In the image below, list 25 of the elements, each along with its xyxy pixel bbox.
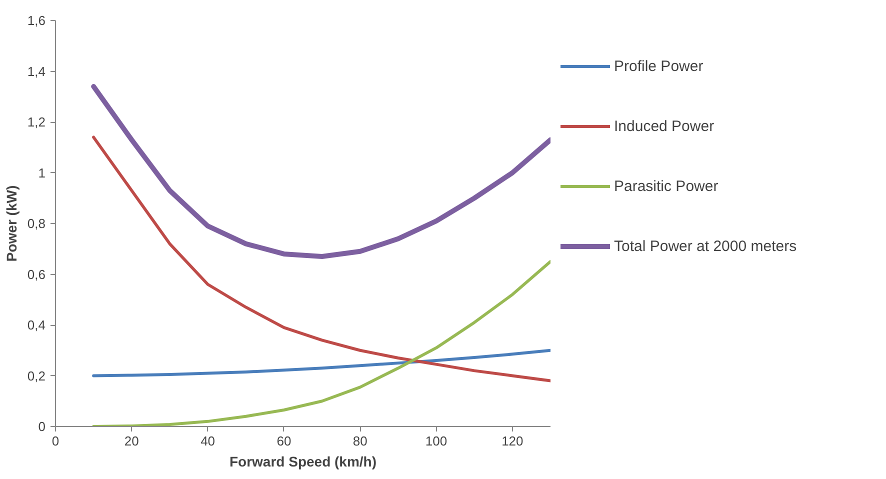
x-tick-label: 120 — [502, 434, 524, 448]
line-series — [92, 348, 550, 378]
y-tick-label: 1,4 — [27, 64, 46, 79]
y-tick-label: 1,6 — [27, 13, 46, 28]
x-tick-label: 100 — [425, 434, 448, 448]
line-series — [92, 260, 550, 426]
line-series — [92, 136, 550, 382]
x-tick-label: 40 — [200, 434, 216, 448]
y-tick-label: 1 — [38, 165, 46, 180]
x-axis-title: Forward Speed (km/h) — [229, 454, 377, 470]
x-tick-label: 80 — [352, 434, 368, 448]
legend-label: Profile Power — [614, 58, 704, 74]
y-tick-label: 0,6 — [27, 266, 46, 282]
y-tick-label: 0,8 — [27, 216, 46, 231]
y-tick-label: 0 — [38, 419, 46, 434]
x-tick-label: 20 — [124, 434, 139, 448]
x-tick-label: 0 — [52, 434, 60, 448]
legend-label: Total Power at 2000 meters — [614, 238, 797, 254]
y-tick-label: 0,4 — [27, 318, 46, 332]
legend-label: Induced Power — [614, 118, 714, 134]
y-axis-title: Power (kW) — [3, 185, 20, 262]
y-tick-label: 1,2 — [27, 114, 46, 130]
y-tick-label: 0,2 — [27, 368, 46, 384]
legend-label: Parasitic Power — [614, 178, 718, 194]
x-tick-label: 60 — [276, 434, 292, 448]
